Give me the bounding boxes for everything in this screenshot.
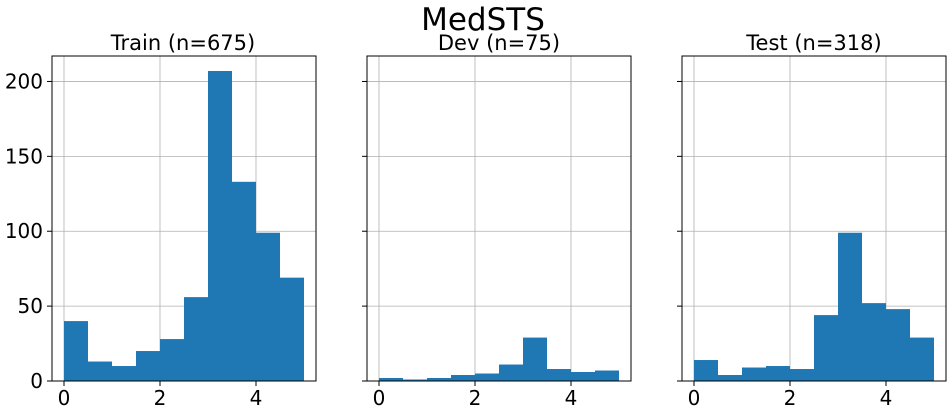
histogram-bar bbox=[451, 375, 475, 381]
panel-train: Train (n=675) 0 2 4 0 50 100 150 200 bbox=[5, 31, 317, 410]
histogram-bar bbox=[766, 366, 790, 381]
histogram-bar bbox=[475, 373, 499, 381]
y-tick-label: 0 bbox=[30, 369, 43, 393]
histogram-bar bbox=[403, 379, 427, 381]
panel-title: Test (n=318) bbox=[745, 31, 881, 55]
y-tick-label: 50 bbox=[18, 294, 43, 318]
axes-frame bbox=[681, 55, 947, 382]
histogram-bar bbox=[160, 339, 184, 381]
histogram-bar bbox=[886, 309, 910, 381]
x-tick-label: 2 bbox=[154, 386, 167, 410]
x-tick-label: 2 bbox=[469, 386, 482, 410]
histogram-bar bbox=[694, 360, 718, 381]
y-tick-label: 200 bbox=[5, 69, 43, 93]
panel-title: Dev (n=75) bbox=[438, 31, 560, 55]
histogram-bar bbox=[523, 337, 547, 381]
histogram-bar bbox=[88, 361, 112, 381]
x-tick-label: 0 bbox=[58, 386, 71, 410]
histogram-bar bbox=[256, 232, 280, 381]
histogram-bar bbox=[208, 70, 232, 381]
histogram-bar bbox=[379, 378, 403, 381]
x-tick-label: 4 bbox=[250, 386, 263, 410]
panel-test: Test (n=318) 0 2 4 bbox=[677, 31, 947, 410]
y-tick-label: 100 bbox=[5, 219, 43, 243]
histogram-bar bbox=[184, 297, 208, 381]
x-tick-label: 0 bbox=[688, 386, 701, 410]
histogram-bar bbox=[718, 375, 742, 381]
y-tick-label: 150 bbox=[5, 144, 43, 168]
x-tick-label: 4 bbox=[880, 386, 893, 410]
histogram-bar bbox=[64, 321, 88, 381]
histogram-bar bbox=[838, 232, 862, 381]
histogram-bar bbox=[595, 370, 619, 381]
histogram-bar bbox=[427, 378, 451, 381]
figure-title: MedSTS bbox=[421, 2, 545, 38]
histogram-bar bbox=[112, 366, 136, 381]
panel-title: Train (n=675) bbox=[110, 31, 255, 55]
x-tick-label: 4 bbox=[565, 386, 578, 410]
histogram-bar bbox=[280, 277, 304, 381]
x-tick-label: 0 bbox=[373, 386, 386, 410]
histogram-bar bbox=[232, 181, 256, 381]
panel-dev: Dev (n=75) 0 2 4 bbox=[362, 31, 632, 410]
histogram-bar bbox=[742, 367, 766, 381]
axes-frame bbox=[51, 55, 317, 382]
histogram-bar bbox=[547, 369, 571, 381]
histogram-bar bbox=[862, 303, 886, 381]
histogram-bar bbox=[790, 369, 814, 381]
axes-frame bbox=[366, 55, 632, 382]
histogram-bar bbox=[499, 364, 523, 381]
histogram-bar bbox=[910, 337, 934, 381]
histogram-bar bbox=[136, 351, 160, 381]
x-tick-label: 2 bbox=[784, 386, 797, 410]
histogram-bar bbox=[571, 372, 595, 381]
histogram-bar bbox=[814, 315, 838, 381]
